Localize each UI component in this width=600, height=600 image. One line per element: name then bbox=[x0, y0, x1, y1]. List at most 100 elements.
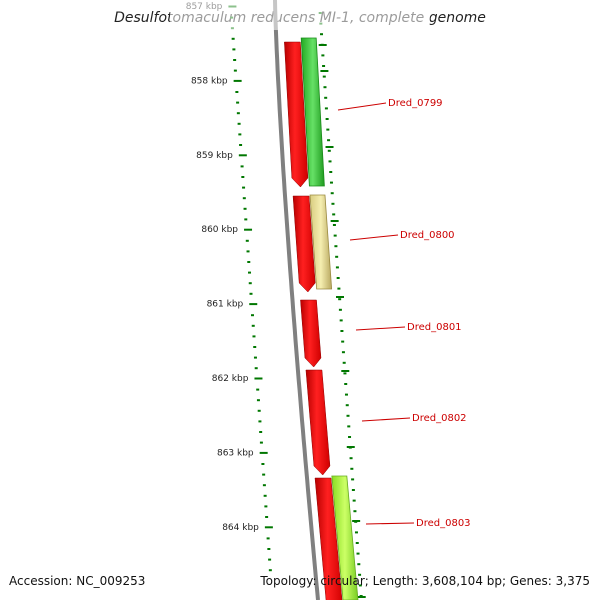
tick-minor-outer bbox=[340, 330, 344, 332]
tick-minor bbox=[236, 101, 240, 104]
tick-minor-outer bbox=[344, 393, 348, 396]
gene-leader-line bbox=[337, 102, 387, 111]
tick-minor-outer bbox=[324, 96, 328, 99]
feature-block bbox=[309, 194, 333, 290]
tick-major-outer bbox=[336, 296, 345, 298]
tick-minor-outer bbox=[326, 128, 330, 131]
tick-minor bbox=[262, 473, 266, 476]
tick-minor-outer bbox=[330, 192, 334, 195]
tick-minor bbox=[252, 335, 256, 338]
feature-block bbox=[331, 475, 359, 600]
tick-minor-outer bbox=[334, 245, 338, 248]
cds-arrow bbox=[314, 477, 343, 600]
tick-minor-outer bbox=[322, 65, 326, 67]
tick-minor-outer bbox=[332, 213, 336, 216]
tick-minor bbox=[235, 91, 239, 93]
tick-minor bbox=[264, 505, 268, 508]
gene-leader-line bbox=[361, 417, 411, 422]
tick-minor-outer bbox=[341, 351, 345, 354]
tick-minor bbox=[238, 133, 242, 136]
tick-minor-outer bbox=[327, 139, 331, 142]
tick-minor bbox=[266, 537, 270, 540]
tick-minor bbox=[268, 558, 272, 561]
tick-minor bbox=[239, 144, 243, 146]
gene-leader-line bbox=[349, 234, 399, 241]
cds-arrow bbox=[305, 369, 331, 476]
tick-minor bbox=[237, 122, 241, 125]
tick-minor-outer bbox=[351, 478, 355, 481]
tick-minor-outer bbox=[352, 499, 356, 502]
tick-minor bbox=[240, 165, 244, 168]
tick-label: 861 kbp bbox=[207, 300, 244, 310]
tick-minor bbox=[251, 324, 255, 327]
tick-minor-outer bbox=[338, 308, 342, 311]
genome-summary-text: Topology: circular; Length: 3,608,104 bp… bbox=[260, 574, 590, 588]
tick-minor-outer bbox=[351, 489, 355, 491]
gene-label: Dred_0800 bbox=[400, 230, 455, 241]
tick-minor bbox=[259, 441, 263, 444]
tick-minor-outer bbox=[344, 383, 348, 385]
gene-label: Dred_0802 bbox=[412, 413, 467, 424]
tick-minor-outer bbox=[324, 107, 328, 110]
tick-label: 859 kbp bbox=[196, 151, 233, 161]
tick-label: 862 kbp bbox=[212, 374, 249, 384]
tick-minor bbox=[244, 218, 248, 221]
title-fade bbox=[170, 0, 430, 30]
tick-minor-outer bbox=[341, 340, 345, 343]
cds-arrow bbox=[300, 299, 322, 368]
genome-backbone bbox=[273, 0, 320, 600]
tick-minor bbox=[256, 388, 260, 391]
tick-minor bbox=[256, 399, 260, 402]
tick-minor-outer bbox=[358, 573, 362, 576]
tick-minor bbox=[242, 197, 246, 200]
feature-layer bbox=[170, 0, 430, 600]
tick-major-outer bbox=[320, 70, 329, 72]
tick-minor-outer bbox=[328, 160, 332, 163]
gene-leader-line bbox=[355, 326, 406, 331]
tick-major-outer bbox=[357, 596, 366, 598]
gene-leader-line bbox=[365, 522, 415, 525]
cds-arrow bbox=[292, 195, 316, 293]
tick-minor-outer bbox=[343, 372, 347, 375]
tick-major-outer bbox=[318, 44, 327, 46]
tick-minor bbox=[265, 516, 269, 518]
tick-minor-outer bbox=[357, 563, 361, 566]
tick-minor-outer bbox=[336, 277, 340, 279]
tick-major-outer bbox=[352, 520, 361, 522]
tick-minor-outer bbox=[322, 75, 326, 78]
tick-minor-outer bbox=[323, 86, 327, 89]
tick-minor-outer bbox=[329, 181, 333, 184]
tick-minor-outer bbox=[347, 425, 351, 428]
tick-label: 864 kbp bbox=[222, 523, 259, 533]
tick-major-outer bbox=[330, 220, 339, 222]
tick-minor-outer bbox=[332, 224, 336, 226]
tick-minor-outer bbox=[329, 171, 333, 173]
tick-minor-outer bbox=[325, 118, 329, 120]
tick-minor-outer bbox=[346, 414, 350, 417]
tick-minor bbox=[232, 48, 236, 51]
tick-minor-outer bbox=[356, 552, 360, 555]
tick-minor bbox=[262, 484, 266, 487]
gene-label: Dred_0799 bbox=[388, 98, 443, 109]
tick-minor bbox=[242, 186, 246, 189]
tick-minor bbox=[268, 569, 272, 572]
tick-minor-outer bbox=[354, 531, 358, 534]
tick-minor bbox=[253, 346, 257, 348]
tick-minor bbox=[233, 69, 237, 72]
tick-minor-outer bbox=[338, 298, 342, 301]
tick-minor bbox=[249, 292, 253, 295]
tick-minor bbox=[245, 239, 249, 242]
tick-minor bbox=[250, 314, 254, 317]
tick-minor-outer bbox=[355, 542, 359, 544]
tick-minor bbox=[258, 420, 262, 423]
tick-minor bbox=[248, 271, 252, 274]
tick-major-outer bbox=[325, 146, 334, 148]
label-layer: Dred_0799 Dred_0800 Dred_0801 Dred_0802 Dred… bbox=[337, 98, 471, 529]
tick-minor bbox=[248, 282, 252, 285]
tick-label: 860 kbp bbox=[201, 225, 238, 235]
tick-minor-outer bbox=[337, 287, 341, 290]
tick-minor-outer bbox=[342, 361, 346, 364]
tick-minor bbox=[231, 37, 235, 40]
tick-minor bbox=[243, 207, 247, 210]
